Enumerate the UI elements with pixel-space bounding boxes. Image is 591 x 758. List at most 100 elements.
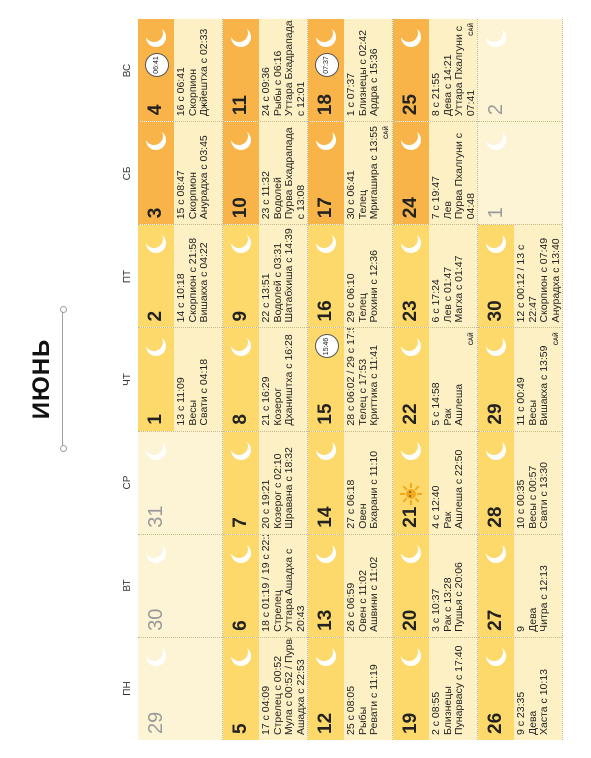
day-info-line: 9 (515, 626, 527, 632)
day-info: 15 с 08:47 Скорпион Анурадха с 03:45 (174, 122, 213, 224)
sun-icon (399, 482, 423, 506)
day-header: 11 (223, 19, 259, 122)
day-number: 30 (485, 300, 506, 322)
moon-phase-icon (144, 539, 168, 565)
day-info-line: 8 с 21:55 (430, 72, 442, 117)
weekday-3: СР (122, 475, 133, 490)
time-badge-icon: 06:41 (145, 53, 169, 78)
moon-phase-icon (229, 642, 253, 668)
day-number: 21 (400, 506, 421, 528)
moon-phase-icon (314, 642, 338, 668)
day-info-line: 22 с 13:51 (260, 273, 272, 323)
day-number: 3 (145, 207, 166, 219)
week-row: 5 17 с 04:09 Стрелец с 00:52 Мула с 00:52 /… (223, 19, 308, 740)
day-info-line: Криттика с 11:41 (368, 345, 380, 426)
day-header: 24 (393, 122, 429, 225)
day-info-line: Ашлеша (453, 383, 465, 426)
day-info: 3 с 10:37 Рак с 13:28 Пушья с 20:06 (429, 535, 468, 637)
day-info-line: 16 с 06:41 (175, 67, 187, 117)
weekday-2: ВТ (122, 579, 133, 592)
moon-phase-icon (144, 642, 168, 668)
moon-phase-icon (314, 539, 338, 565)
day-header: 21 (393, 431, 429, 534)
day-info-line: Джйештха с 02:33 (198, 28, 210, 117)
day-number: 14 (315, 506, 336, 528)
day-info: 20 с 19:21 Козерог с 02:10 Шравана с 18:32 (259, 432, 298, 534)
day-header: 29 (138, 637, 174, 740)
day-cell: 11 24 с 09:36 Рыбы с 06:16 Уттара Бхадрапад… (223, 19, 307, 122)
day-info: 28 с 06:02 / 29 с 17:53 Телец с 17:53 Крит… (344, 327, 383, 430)
moon-phase-icon (229, 230, 253, 255)
day-number: 8 (230, 414, 251, 425)
moon-phase-icon (399, 642, 423, 668)
day-number: 18 (315, 94, 336, 116)
moon-phase-icon (484, 436, 508, 462)
day-info: 23 с 11:32 Водолей Пурва Бхадрапада с 13:08 (259, 122, 307, 224)
moon-phase-icon (484, 127, 508, 152)
weekday-7: ВС (122, 63, 133, 78)
day-number: 29 (144, 711, 167, 734)
day-info-line: 14 с 10:18 (175, 273, 187, 323)
day-cell: 18 07:37 1 с 07:37 Близнецы с 02:42 Ардра с … (308, 19, 392, 122)
day-info-line: Вишакха с 13:59 (538, 345, 550, 426)
day-info-line: 28 с 06:02 / 29 с 17:53 (345, 327, 357, 426)
moon-phase-icon (144, 333, 168, 358)
moon-phase-icon (399, 127, 423, 152)
day-info-line: 10 с 00:35 (515, 479, 527, 529)
moon-phase-icon (484, 24, 508, 49)
day-cell: 22 5 с 14:58 Рак Ашлеша САЙ (393, 327, 477, 431)
day-number: 16 (315, 300, 336, 322)
day-info-line: 15 с 08:47 (175, 170, 187, 220)
day-info: 11 с 00:49 Весы Вишакха с 13:59 (514, 328, 553, 430)
day-cell: 29 (138, 636, 222, 740)
day-number: 27 (485, 609, 506, 631)
day-number: 6 (230, 620, 251, 631)
day-info-line: Бхарани с 11:10 (368, 450, 380, 529)
day-info-line: 9 с 23:35 (515, 691, 527, 735)
day-number: 10 (230, 197, 251, 219)
day-info-line: Ашадха с 22:53 (294, 659, 307, 735)
day-number: 25 (400, 94, 421, 116)
day-cell: 23 6 с 17:24 Лев с 01:47 Магха с 01:47 (393, 224, 477, 328)
day-info-line: Ревати с 11:19 (368, 664, 380, 735)
day-info-line: 11 с 00:49 (515, 377, 527, 426)
day-header: 18 07:37 (308, 19, 344, 122)
day-number: 2 (484, 104, 507, 116)
week-row: 26 9 с 23:35 Дева Хаста с 10:13 27 9 Дева Читра… (478, 19, 563, 740)
day-info: 29 с 06:10 Телец Рохини с 12:36 (344, 225, 383, 327)
day-number: 5 (230, 723, 251, 734)
day-info-line: с 13:08 (294, 184, 307, 220)
day-info-line: Ашлеша с 22:50 (453, 449, 465, 529)
sai-marker: САЙ (469, 332, 475, 346)
time-badge-icon: 07:37 (315, 53, 339, 78)
day-number: 24 (400, 197, 421, 219)
day-header: 30 (138, 534, 174, 637)
moon-phase-icon (314, 436, 338, 462)
day-info: 12 с 00:12 / 13 с 22:47 Скорпион с 07:49 Ан… (514, 225, 562, 327)
moon-phase-icon (399, 539, 423, 565)
moon-phase-icon (484, 642, 508, 668)
sai-marker: САЙ (469, 23, 475, 36)
day-info-line: 4 с 12:40 (430, 485, 442, 529)
day-header: 27 (478, 534, 514, 637)
moon-phase-icon (314, 127, 338, 152)
day-info-line: Шатабхиша с 14:39 (283, 228, 295, 323)
day-info: 4 с 12:40 Рак Ашлеша с 22:50 (429, 432, 468, 534)
day-header: 1 (478, 122, 514, 225)
day-cell: 2 14 с 10:18 Скорпион с 21:58 Вишакха с 04:… (138, 224, 222, 328)
day-header: 15 15:46 (308, 328, 344, 431)
day-header: 3 (138, 122, 174, 225)
day-info-line: Дхаништха с 16:28 (283, 334, 295, 426)
week-row: 29 30 31 1 13 с 11:09 Весы Свати с 04:18 2 14 с … (138, 19, 223, 740)
day-info: 9 с 23:35 Дева Хаста с 10:13 (514, 638, 553, 740)
weekday-header: ПН ВТ СР ЧТ ПТ СБ ВС (118, 19, 138, 740)
day-info-line: Рохини с 12:36 (368, 250, 380, 323)
day-info-line: 04:48 (464, 193, 477, 220)
day-info: 14 с 10:18 Скорпион с 21:58 Вишакха с 04:2… (174, 225, 213, 327)
day-info-line: 12 с 00:12 / 13 с (515, 244, 527, 323)
day-info-line: Уттара Ашадха с (283, 548, 295, 632)
day-header: 9 (223, 225, 259, 328)
day-number: 7 (230, 517, 251, 528)
day-info: 6 с 17:24 Лев с 01:47 Магха с 01:47 (429, 225, 468, 327)
day-info-line: 24 с 09:36 (260, 67, 272, 117)
